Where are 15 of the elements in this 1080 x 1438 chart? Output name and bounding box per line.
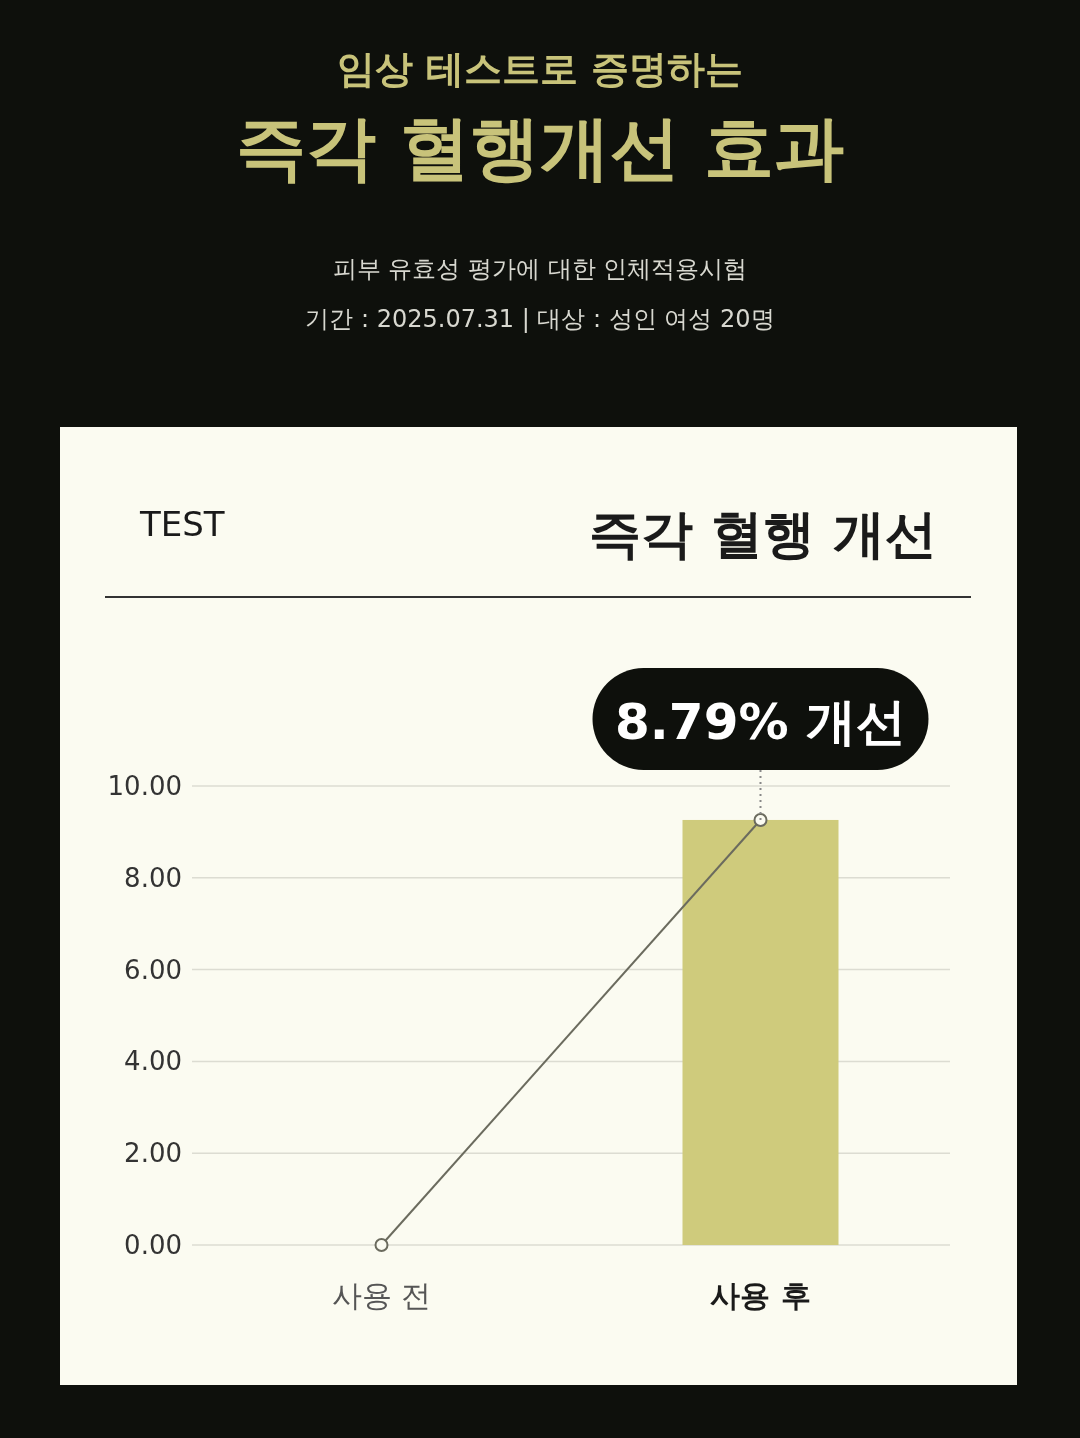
chart-title: 즉각 혈행개선 효과 [235, 107, 845, 189]
annotation: 8.79% 개선 [615, 693, 906, 751]
x-tick-label: 사용 전 [331, 1278, 432, 1313]
text: TEST [139, 504, 225, 544]
y-tick-label: 4.00 [124, 1046, 182, 1077]
text: 피부 유효성 평가에 대한 인체적용시험 [332, 255, 748, 283]
text: 즉각 혈행 개선 [588, 504, 937, 564]
text: 기간 : 2025.07.31 | 대상 : 성인 여성 20명 [305, 305, 775, 333]
y-tick-label: 2.00 [124, 1138, 182, 1169]
x-tick-label: 사용 후 [710, 1278, 811, 1313]
chart-subtitle: 임상 테스트로 증명하는 [336, 47, 744, 91]
y-tick-label: 0.00 [124, 1230, 182, 1260]
y-tick-label: 10.00 [107, 771, 182, 801]
y-tick-label: 8.00 [124, 862, 182, 893]
y-tick-label: 6.00 [124, 954, 182, 985]
